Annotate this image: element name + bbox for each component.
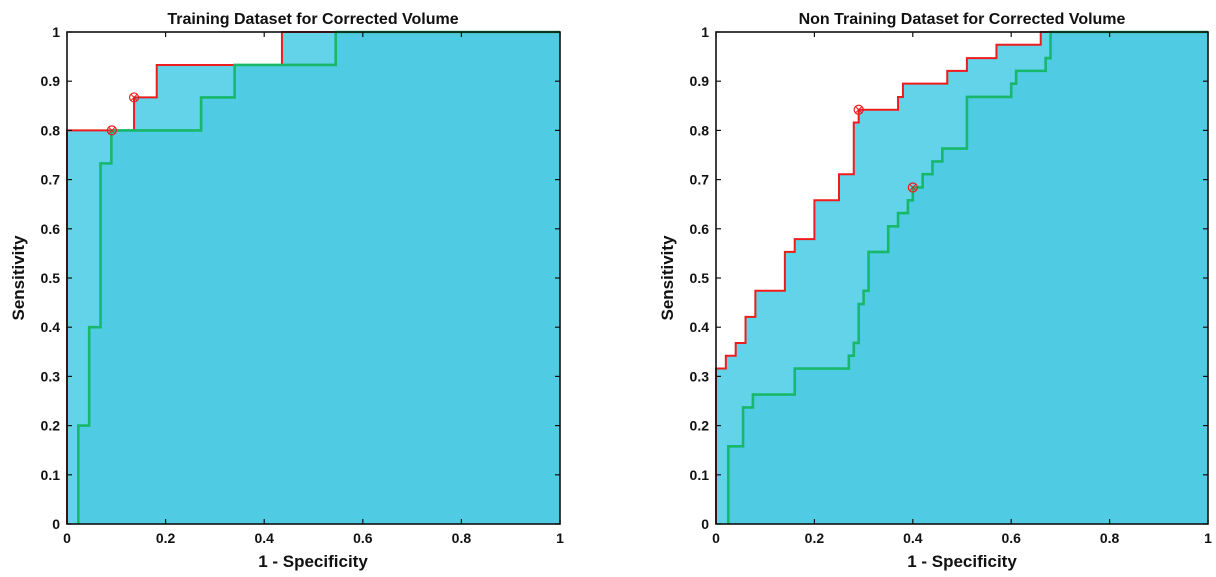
chart-title-non-training: Non Training Dataset for Corrected Volum…: [799, 11, 1126, 28]
roc-curve-upper: [66, 31, 560, 524]
y-tick-label: 0.5: [690, 270, 710, 286]
x-tick-label: 0.6: [353, 530, 373, 546]
y-tick-label: 0: [52, 516, 60, 532]
x-axis-label-non-training: 1 - Specificity: [907, 552, 1017, 571]
y-tick-label: 0.8: [41, 122, 61, 138]
x-tick-label: 0: [712, 530, 720, 546]
y-tick-label: 0.3: [41, 368, 61, 384]
y-tick-label: 0.1: [41, 467, 61, 483]
y-tick-label: 0: [701, 516, 709, 532]
x-tick-label: 0.2: [805, 530, 825, 546]
x-tick-label: 0.8: [1100, 530, 1120, 546]
x-tick-label: 0.4: [254, 530, 274, 546]
xtick-layer-1: 0 0.2 0.4 0.6 0.8 1: [712, 32, 1212, 546]
y-tick-label: 0.1: [690, 467, 710, 483]
y-tick-label: 0.7: [690, 172, 710, 188]
y-tick-label: 1: [701, 24, 709, 40]
operating-point-marker: [128, 92, 140, 103]
series-layer-1: [715, 30, 1208, 524]
x-tick-label: 0: [63, 530, 71, 546]
marker-layer-0: [106, 92, 140, 136]
y-tick-label: 0.3: [690, 368, 710, 384]
chart-title-training: Training Dataset for Corrected Volume: [167, 11, 458, 28]
ytick-layer-0: 0 0.1 0.2 0.3 0.4 0.5 0.6 0.7 0.8 0.9 1: [41, 24, 560, 532]
area-layer-0: [67, 32, 561, 524]
y-tick-label: 0.7: [41, 172, 61, 188]
panel-non-training: Non Training Dataset for Corrected Volum…: [658, 11, 1212, 571]
x-tick-label: 0.6: [1001, 530, 1021, 546]
y-tick-label: 0.2: [690, 418, 710, 434]
x-tick-label: 1: [1204, 530, 1212, 546]
y-tick-label: 0.6: [690, 221, 710, 237]
y-tick-label: 0.2: [41, 418, 61, 434]
roc-curve-upper: [715, 31, 1208, 524]
marker-layer-1: [853, 104, 918, 193]
x-tick-label: 0.8: [452, 530, 472, 546]
y-tick-label: 0.8: [690, 122, 710, 138]
operating-point-marker: [853, 104, 864, 115]
y-tick-label: 0.9: [41, 73, 61, 89]
operating-point-marker: [907, 182, 918, 193]
y-tick-label: 0.4: [690, 319, 710, 335]
y-tick-label: 0.6: [41, 221, 61, 237]
area-layer-1: [716, 32, 1208, 524]
y-tick-label: 0.9: [690, 73, 710, 89]
y-axis-label-training: Sensitivity: [9, 235, 28, 321]
x-tick-label: 1: [556, 530, 564, 546]
ytick-layer-1: 0 0.1 0.2 0.3 0.4 0.5 0.6 0.7 0.8 0.9 1: [690, 24, 1208, 532]
xtick-layer-0: 0 0.2 0.4 0.6 0.8 1: [63, 32, 564, 546]
y-tick-label: 1: [52, 24, 60, 40]
y-tick-label: 0.4: [41, 319, 61, 335]
x-axis-label-training: 1 - Specificity: [258, 552, 368, 571]
area-under-lower-curve: [78, 32, 561, 524]
y-axis-label-non-training: Sensitivity: [658, 235, 677, 321]
roc-curve-lower: [726, 30, 1208, 524]
operating-point-marker: [106, 125, 117, 136]
y-tick-label: 0.5: [41, 270, 61, 286]
area-under-lower-curve: [728, 32, 1208, 524]
x-tick-label: 0.2: [156, 530, 176, 546]
x-tick-label: 0.4: [903, 530, 923, 546]
